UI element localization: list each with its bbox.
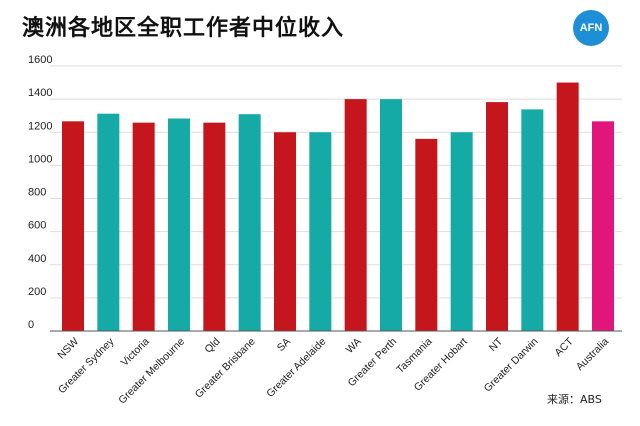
bar-act [556,82,579,331]
x-tick-label: Greater Melbourne [116,336,187,407]
x-tick-label: NT [487,335,506,354]
bar-australia [592,121,614,331]
y-tick-label: 400 [28,253,46,265]
x-tick-label: Victoria [119,336,152,369]
source-note: 来源：ABS [547,393,602,406]
bar-tasmania [415,138,438,331]
x-tick-label: WA [344,336,364,356]
y-tick-label: 1400 [28,87,52,99]
x-tick-label: NSW [55,336,81,362]
bar-greater-darwin [521,109,544,331]
bar-greater-hobart [450,132,473,331]
bar-greater-adelaide [309,132,332,331]
bar-greater-melbourne [168,118,190,331]
bar-nsw [62,121,84,331]
y-tick-label: 1000 [28,153,52,165]
chart-title: 澳洲各地区全职工作者中位收入 [22,16,345,41]
bar-sa [274,132,296,331]
bar-victoria [132,122,155,331]
bar-greater-perth [380,99,402,331]
bars [62,82,614,332]
y-tick-label: 800 [28,187,46,199]
x-tick-label: Qld [202,336,222,356]
y-axis-ticks: 0 200 400 600 800 1000 1200 1400 1600 [28,54,52,331]
y-tick-label: 1600 [28,54,52,66]
y-tick-label: 1200 [28,120,52,132]
bar-wa [344,99,367,331]
y-tick-label: 600 [28,220,46,232]
x-tick-label: SA [275,336,293,354]
x-tick-label: ACT [552,335,576,359]
x-tick-label: Greater Brisbane [193,336,258,401]
afn-logo: AFN [573,10,609,46]
bar-nt [486,102,508,331]
bar-qld [203,122,226,331]
bar-greater-sydney [97,113,120,331]
y-tick-label: 0 [28,319,34,331]
bar-greater-brisbane [238,114,261,332]
y-tick-label: 200 [28,286,46,298]
x-tick-label: Australia [574,336,611,373]
